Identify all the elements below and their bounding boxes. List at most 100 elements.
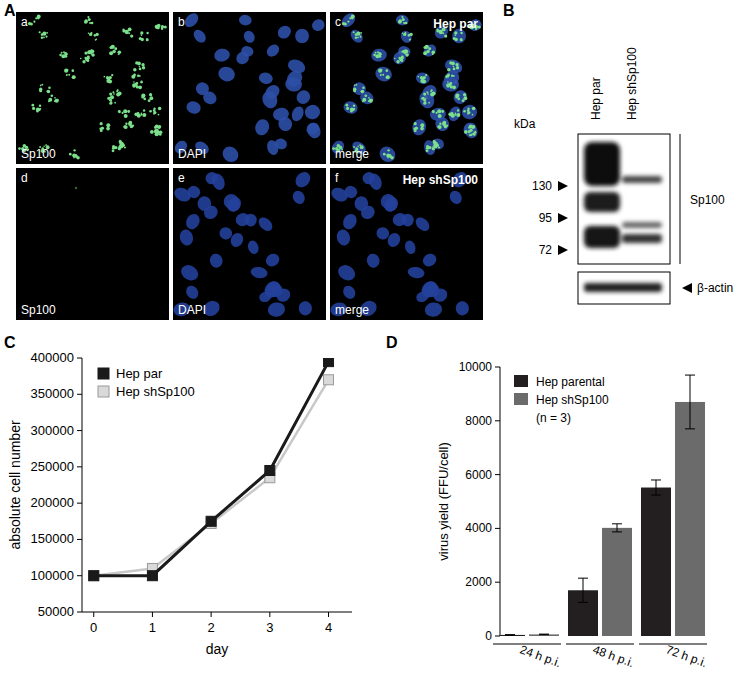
- tile-letter: c: [335, 15, 341, 29]
- sp100-speckle: [125, 123, 127, 125]
- sp100-speckle: [369, 99, 373, 103]
- sp100-speckle: [146, 38, 148, 40]
- tick: [77, 539, 82, 540]
- sp100-speckle: [59, 54, 62, 57]
- sp100-speckle: [379, 53, 382, 56]
- tick-label: 0: [485, 629, 492, 643]
- panel-letter: C: [4, 334, 16, 351]
- cell-line: Hep par: [433, 17, 478, 31]
- nucleus: [420, 82, 440, 102]
- marker-label: 72: [539, 243, 553, 257]
- band: [622, 176, 662, 183]
- marker-arrow: [558, 181, 568, 191]
- sp100-speckle: [439, 123, 441, 125]
- sp100-speckle: [30, 22, 33, 25]
- nucleus: [250, 266, 269, 280]
- sp100-speckle: [409, 39, 411, 41]
- bracket: [680, 134, 681, 264]
- nucleus: [253, 117, 271, 137]
- sp100-speckle: [451, 62, 455, 66]
- sp100-speckle: [455, 34, 457, 36]
- blot: [578, 134, 670, 264]
- nucleus: [410, 117, 428, 137]
- sp100-speckle: [125, 110, 128, 113]
- sp100-speckle: [401, 59, 404, 62]
- nucleus: [460, 103, 479, 121]
- nucleus: [431, 286, 450, 305]
- error-cap: [505, 635, 515, 636]
- sp100-speckle: [355, 37, 357, 39]
- sp100-speckle: [401, 16, 403, 18]
- nucleus: [258, 290, 274, 305]
- nucleus: [395, 14, 409, 27]
- sp100-speckle: [431, 50, 435, 54]
- sp100-speckle: [123, 109, 127, 113]
- sp100-speckle: [89, 33, 92, 36]
- sp100-speckle: [125, 31, 128, 34]
- sp100-speckle: [353, 31, 355, 33]
- tick-label: 150000: [31, 531, 74, 546]
- tick-label: 300000: [31, 423, 74, 438]
- micrograph-bg: [16, 12, 169, 164]
- sp100-speckle: [37, 14, 41, 18]
- sp100-speckle: [362, 86, 365, 89]
- error-bar: [539, 634, 549, 636]
- sp100-speckle: [382, 74, 384, 76]
- micrograph-bg: [330, 12, 483, 164]
- sp100-speckle: [368, 97, 370, 99]
- sp100-speckle: [405, 22, 408, 25]
- sp100-speckle: [463, 110, 466, 113]
- nucleus: [341, 283, 358, 301]
- sp100-speckle: [72, 75, 76, 79]
- nucleus: [186, 184, 202, 199]
- sp100-speckle: [362, 98, 366, 102]
- sp100-speckle: [472, 114, 474, 116]
- sp100-speckle: [75, 187, 77, 189]
- sp100-speckle: [139, 68, 142, 71]
- data-point: [206, 516, 216, 526]
- sp100-speckle: [453, 68, 456, 71]
- sp100-speckle: [345, 104, 348, 107]
- sp100-speckle: [373, 54, 376, 57]
- tick: [211, 612, 212, 617]
- sp100-speckle: [161, 25, 164, 28]
- sp100-speckle: [420, 123, 424, 127]
- nucleus: [379, 192, 398, 211]
- sp100-speckle: [398, 57, 401, 60]
- sp100-speckle: [158, 114, 160, 116]
- nucleus: [274, 286, 293, 305]
- data-point: [147, 571, 157, 581]
- tile-stain: Sp100: [21, 147, 56, 161]
- nucleus: [348, 27, 365, 45]
- band: [622, 222, 662, 228]
- micrograph: bDAPI: [172, 11, 326, 166]
- sp100-speckle: [154, 130, 157, 133]
- sp100-speckle: [478, 25, 481, 28]
- lane-label: Hep par: [589, 77, 603, 120]
- nucleus: [272, 106, 290, 122]
- nucleus: [391, 211, 409, 228]
- sp100-speckle: [447, 68, 450, 71]
- sp100-speckle: [353, 88, 356, 91]
- sp100-speckle: [140, 31, 143, 34]
- sp100-speckle: [153, 111, 156, 114]
- nucleus: [443, 57, 465, 76]
- sp100-speckle: [133, 68, 136, 71]
- sp100-speckle: [423, 51, 427, 55]
- tile-letter: a: [21, 15, 28, 29]
- tick: [152, 612, 153, 617]
- error-line: [583, 578, 584, 602]
- sp100-speckle: [31, 104, 34, 107]
- tick-label: 0: [90, 620, 97, 635]
- sp100-speckle: [127, 110, 130, 113]
- sp100-speckle: [426, 149, 429, 152]
- tick-label: 1: [149, 620, 156, 635]
- data-point: [324, 358, 334, 367]
- sp100-speckle: [33, 21, 35, 23]
- panel-letter: B: [503, 2, 515, 19]
- sp100-speckle: [61, 52, 63, 54]
- nucleus: [185, 99, 203, 115]
- sp100-speckle: [47, 90, 50, 93]
- sp100-speckle: [427, 93, 429, 95]
- sp100-speckle: [442, 121, 446, 125]
